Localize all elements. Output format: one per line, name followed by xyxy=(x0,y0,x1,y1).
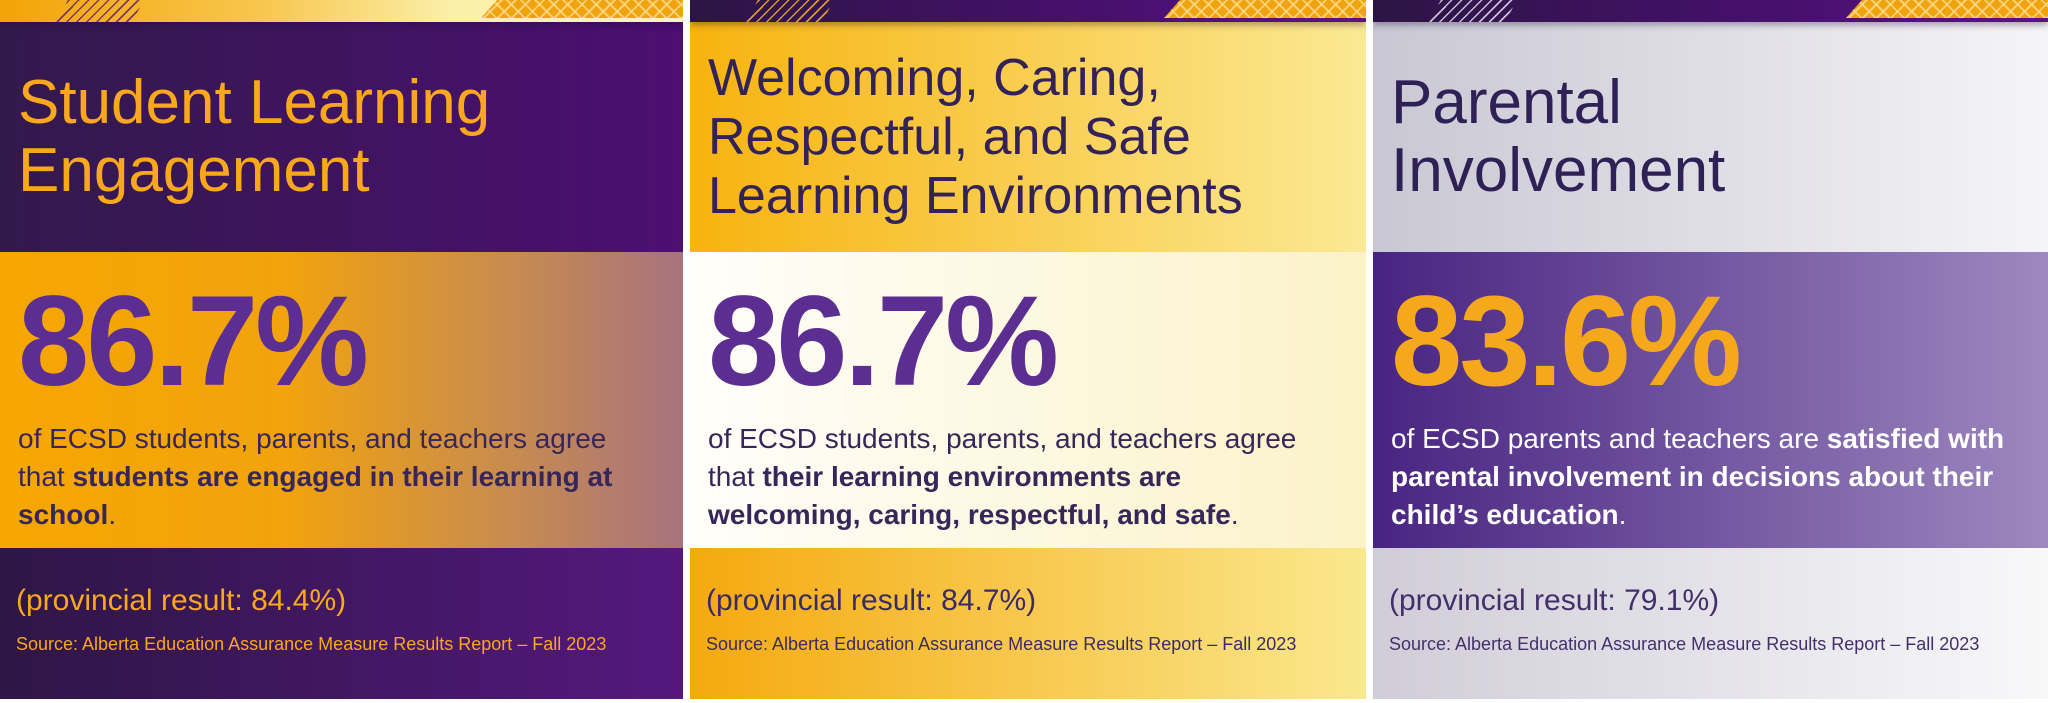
stat-description-prefix: of ECSD students, parents, and teachers … xyxy=(708,423,1297,492)
title-section: Parental Involvement xyxy=(1373,0,2048,252)
stat-value: 86.7% xyxy=(18,270,369,413)
stat-description-bold: satisfied with parental involvement in d… xyxy=(1391,423,2005,530)
panel-parental-involvement: Parental Involvement 83.6% of ECSD paren… xyxy=(1373,0,2048,699)
source-citation: Source: Alberta Education Assurance Meas… xyxy=(1389,634,1980,654)
stat-section: 86.7% of ECSD students, parents, and tea… xyxy=(690,252,1366,548)
panel-title: Welcoming, Caring, Respectful, and Safe … xyxy=(708,48,1243,225)
footer-section: (provincial result: 79.1%) Source: Alber… xyxy=(1373,548,2048,699)
stat-description: of ECSD students, parents, and teachers … xyxy=(708,420,1328,534)
pinstripe-pattern xyxy=(1429,0,1517,22)
stat-description-prefix: of ECSD students, parents, and teachers … xyxy=(18,423,607,492)
top-decorative-strip xyxy=(0,0,683,22)
stat-section: 83.6% of ECSD parents and teachers are s… xyxy=(1373,252,2048,548)
stat-description-bold: students are engaged in their learning a… xyxy=(18,461,613,530)
panel-welcoming-caring-respectful-safe: Welcoming, Caring, Respectful, and Safe … xyxy=(690,0,1366,699)
panel-title: Student Learning Engagement xyxy=(18,68,491,205)
footer-section: (provincial result: 84.7%) Source: Alber… xyxy=(690,548,1366,699)
source-citation: Source: Alberta Education Assurance Meas… xyxy=(16,634,607,654)
provincial-result: (provincial result: 84.4%) xyxy=(16,584,347,617)
provincial-result: (provincial result: 84.7%) xyxy=(706,584,1037,617)
stat-description-suffix: . xyxy=(1230,499,1239,530)
stat-value: 86.7% xyxy=(708,270,1059,413)
chevron-pattern xyxy=(1164,0,1366,18)
stat-description-suffix: . xyxy=(1618,499,1627,530)
chevron-pattern xyxy=(481,0,683,18)
title-section: Welcoming, Caring, Respectful, and Safe … xyxy=(690,0,1366,252)
stat-description: of ECSD parents and teachers are satisfi… xyxy=(1391,420,2011,534)
pinstripe-pattern xyxy=(56,0,144,22)
pinstripe-pattern xyxy=(746,0,834,22)
stat-value: 83.6% xyxy=(1391,270,1742,413)
stat-section: 86.7% of ECSD students, parents, and tea… xyxy=(0,252,683,548)
provincial-result: (provincial result: 79.1%) xyxy=(1389,584,1720,617)
panel-title: Parental Involvement xyxy=(1391,68,1726,205)
top-decorative-strip xyxy=(1373,0,2048,22)
stat-description-prefix: of ECSD parents and teachers are xyxy=(1391,423,1827,454)
stat-description: of ECSD students, parents, and teachers … xyxy=(18,420,638,534)
source-citation: Source: Alberta Education Assurance Meas… xyxy=(706,634,1297,654)
stat-description-suffix: . xyxy=(108,499,117,530)
top-decorative-strip xyxy=(690,0,1366,22)
footer-section: (provincial result: 84.4%) Source: Alber… xyxy=(0,548,683,699)
title-section: Student Learning Engagement xyxy=(0,0,683,252)
panel-student-learning-engagement: Student Learning Engagement 86.7% of ECS… xyxy=(0,0,683,699)
stat-description-bold: their learning environments are welcomin… xyxy=(708,461,1231,530)
chevron-pattern xyxy=(1846,0,2048,18)
